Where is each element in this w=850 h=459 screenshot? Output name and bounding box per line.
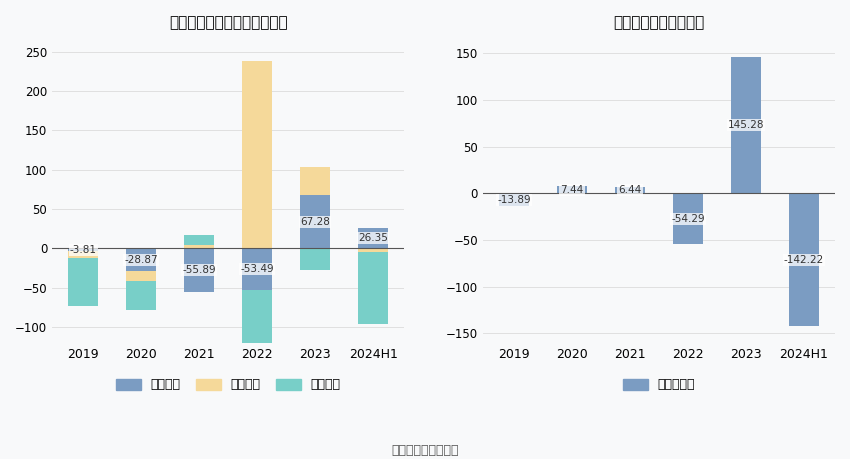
Bar — [242, 61, 272, 248]
Text: 7.44: 7.44 — [560, 185, 584, 195]
Text: -28.87: -28.87 — [124, 255, 158, 265]
Bar — [300, 167, 330, 196]
Text: 数据来源：恒生聚源: 数据来源：恒生聚源 — [391, 444, 459, 458]
Text: 6.44: 6.44 — [618, 185, 642, 195]
Bar — [126, 271, 156, 280]
Text: 67.28: 67.28 — [300, 217, 330, 227]
Legend: 经营活动, 筹资活动, 投资活动: 经营活动, 筹资活动, 投资活动 — [110, 374, 346, 397]
Text: 145.28: 145.28 — [728, 120, 764, 130]
Text: 26.35: 26.35 — [358, 233, 388, 243]
Bar — [126, 280, 156, 310]
Bar — [68, 252, 98, 257]
Text: -55.89: -55.89 — [182, 265, 216, 275]
Bar — [789, 193, 819, 326]
Bar — [68, 248, 98, 252]
Text: -54.29: -54.29 — [672, 213, 705, 224]
Bar — [358, 248, 388, 252]
Bar — [242, 248, 272, 291]
Bar — [557, 186, 587, 193]
Bar — [300, 196, 330, 248]
Bar — [499, 193, 529, 206]
Bar — [358, 228, 388, 248]
Title: 广汽集团现金流净额（亿元）: 广汽集团现金流净额（亿元） — [169, 15, 287, 30]
Bar — [126, 248, 156, 271]
Text: -13.89: -13.89 — [497, 195, 530, 205]
Bar — [358, 252, 388, 325]
Bar — [184, 248, 214, 292]
Bar — [184, 235, 214, 245]
Legend: 自由现金流: 自由现金流 — [618, 374, 700, 397]
Bar — [731, 57, 761, 193]
Bar — [673, 193, 703, 244]
Bar — [300, 248, 330, 270]
Text: -3.81: -3.81 — [70, 245, 97, 255]
Bar — [68, 257, 98, 307]
Bar — [242, 291, 272, 364]
Text: -53.49: -53.49 — [241, 264, 274, 274]
Title: 自由现金流量（亿元）: 自由现金流量（亿元） — [614, 15, 705, 30]
Bar — [615, 187, 645, 193]
Text: -142.22: -142.22 — [784, 255, 824, 265]
Bar — [184, 245, 214, 248]
